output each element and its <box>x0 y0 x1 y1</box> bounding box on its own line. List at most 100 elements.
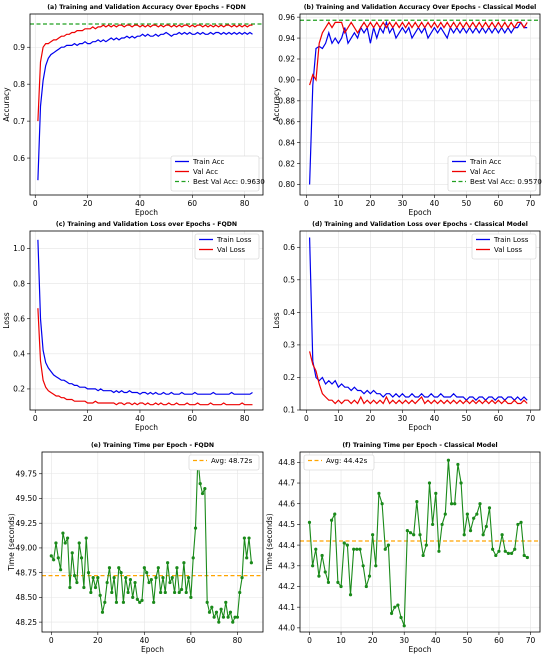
x-tick-label: 30 <box>398 199 408 208</box>
legend: Train Acc Val Acc Best Val Acc: 0.9570 <box>447 155 542 192</box>
data-point <box>233 615 237 619</box>
data-point <box>383 547 387 551</box>
x-tick-label: 20 <box>366 414 376 423</box>
x-tick-label: 10 <box>336 636 346 645</box>
data-point <box>465 512 469 516</box>
y-tick-label: 0.82 <box>278 159 295 168</box>
data-point <box>110 590 114 595</box>
data-point <box>453 502 457 506</box>
data-point <box>142 566 146 570</box>
data-point <box>231 620 235 624</box>
data-point <box>389 611 394 615</box>
series-line-1 <box>309 21 528 86</box>
data-point <box>314 547 318 551</box>
legend: Train Loss Val Loss <box>194 233 260 260</box>
y-tick-label: 0.6 <box>13 154 25 163</box>
axes-frame <box>29 230 264 411</box>
data-point <box>149 577 153 582</box>
data-point <box>207 610 212 614</box>
x-tick-label: 40 <box>140 636 150 645</box>
x-axis-label: Epoch <box>135 208 158 217</box>
x-tick-label: 70 <box>526 414 536 423</box>
x-tick-label: 60 <box>188 414 198 423</box>
chart-panel-5: 0 10 20 30 40 50 60 70 44.0 44.1 44.2 44.3 44.4 44.5 4… <box>265 442 541 654</box>
chart-title: (b) Training and Validation Accuracy Ove… <box>304 4 537 11</box>
data-point <box>513 547 517 551</box>
y-tick-label: 44.6 <box>278 499 295 508</box>
data-point <box>189 595 193 599</box>
chart-panel-2: 0 20 40 60 80 0.2 0.4 0.6 0.8 1.0 (c) Training and… <box>2 221 264 432</box>
y-tick-label: 0.80 <box>278 180 295 189</box>
data-point <box>228 610 233 614</box>
chart-title: (d) Training and Validation Loss over Ep… <box>312 221 528 228</box>
data-point <box>86 571 91 575</box>
x-axis-label: Epoch <box>141 645 164 654</box>
data-point <box>249 561 253 565</box>
data-point <box>210 605 214 609</box>
x-tick-label: 70 <box>526 636 536 645</box>
data-point <box>355 547 359 551</box>
data-point <box>177 590 181 595</box>
y-tick-label: 0.4 <box>13 350 25 359</box>
data-point <box>163 590 167 595</box>
y-tick-label: 0.8 <box>13 80 25 89</box>
x-tick-label: 10 <box>334 199 344 208</box>
x-tick-label: 0 <box>304 199 309 208</box>
y-tick-label: 49.75 <box>16 469 38 478</box>
y-tick-label: 44.0 <box>278 624 295 633</box>
data-point <box>500 533 504 537</box>
data-point <box>166 561 170 565</box>
data-point <box>65 536 70 540</box>
data-point <box>133 580 137 585</box>
data-point <box>336 580 340 584</box>
data-point <box>175 566 179 570</box>
data-point <box>481 533 485 537</box>
data-point <box>238 590 242 595</box>
data-point <box>140 598 144 602</box>
data-point <box>374 564 378 568</box>
data-point <box>434 491 438 495</box>
data-point <box>421 553 425 558</box>
data-point <box>497 549 501 553</box>
data-point <box>56 556 60 560</box>
data-point <box>242 536 246 540</box>
x-tick-label: 80 <box>240 414 250 423</box>
data-point <box>424 543 428 547</box>
legend-box <box>188 454 260 471</box>
data-point <box>475 512 479 516</box>
data-point <box>235 615 240 619</box>
data-point <box>107 566 112 570</box>
data-point <box>427 481 432 485</box>
legend: Avg: 44.42s <box>303 454 375 471</box>
data-point <box>52 558 56 562</box>
y-tick-label: 0.88 <box>278 97 295 106</box>
data-point <box>54 541 58 545</box>
legend-box <box>170 155 260 192</box>
y-axis-label: Time (seconds) <box>7 513 16 571</box>
x-tick-label: 80 <box>233 636 243 645</box>
x-tick-label: 50 <box>463 636 473 645</box>
data-point <box>184 590 188 595</box>
data-point <box>117 566 121 570</box>
series-line-0 <box>308 460 528 626</box>
y-tick-label: 48.25 <box>16 618 38 627</box>
x-tick-label: 20 <box>83 199 93 208</box>
data-point <box>205 600 209 604</box>
y-tick-label: 0.5 <box>283 276 295 285</box>
data-point <box>82 585 86 590</box>
data-point <box>405 529 409 533</box>
x-tick-label: 50 <box>462 414 472 423</box>
data-point <box>182 561 186 565</box>
data-point <box>121 600 126 604</box>
series-line-0 <box>37 239 253 395</box>
y-tick-label: 49.25 <box>16 519 38 528</box>
x-tick-label: 60 <box>188 199 198 208</box>
data-point <box>147 580 151 585</box>
y-tick-label: 0.2 <box>13 385 25 394</box>
y-tick-label: 44.4 <box>278 541 295 550</box>
data-point <box>487 506 492 510</box>
y-axis-label: Loss <box>272 312 281 329</box>
data-point <box>446 458 451 462</box>
legend-label: Avg: 48.72s <box>211 457 253 465</box>
data-point <box>377 491 381 495</box>
